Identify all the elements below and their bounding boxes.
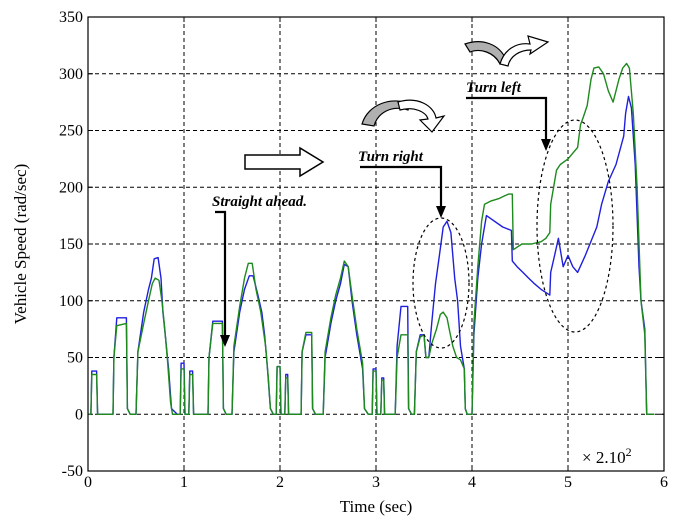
x-tick-label: 2 <box>276 474 284 491</box>
y-tick-label: 150 <box>59 236 83 253</box>
straight-arrow-icon <box>244 146 325 178</box>
x-tick-label: 0 <box>84 474 92 491</box>
x-tick-label: 5 <box>564 474 572 491</box>
annotation-layer: Straight ahead. Turn right Turn left × 2… <box>212 35 632 467</box>
y-tick-label: 50 <box>67 350 83 367</box>
straight-pointer <box>215 210 227 342</box>
x-tick-label: 3 <box>372 474 380 491</box>
x-tick-label: 1 <box>180 474 188 491</box>
y-tick-label: 200 <box>59 179 83 196</box>
y-tick-label: -50 <box>62 463 83 480</box>
x-tick-label: 4 <box>468 474 476 491</box>
x-multiplier-label: × 2.102 <box>582 445 632 467</box>
turn-left-arrow-outline-icon <box>499 35 550 67</box>
turn-right-arrow-outline-icon <box>397 99 446 133</box>
annotation-straight-ahead: Straight ahead. <box>212 194 307 210</box>
turn-left-pointer-head <box>541 139 551 151</box>
x-multiplier-exponent: 2 <box>626 445 632 459</box>
y-axis-label: Vehicle Speed (rad/sec) <box>11 164 30 324</box>
annotation-turn-left: Turn left <box>466 80 522 96</box>
turn-right-pointer-head <box>436 206 446 218</box>
y-tick-label: 250 <box>59 123 83 140</box>
series-layer <box>88 62 655 415</box>
turn-right-pointer <box>360 165 443 212</box>
y-tick-label: 300 <box>59 66 83 83</box>
y-tick-label: 350 <box>59 9 83 26</box>
annotation-turn-right: Turn right <box>358 149 424 165</box>
x-axis-label: Time (sec) <box>340 497 413 516</box>
turn-left-pointer <box>466 96 548 145</box>
y-tick-label: 0 <box>75 406 83 423</box>
plot-frame <box>87 16 665 472</box>
x-multiplier-base: × 2.10 <box>582 448 626 467</box>
x-tick-label: 6 <box>660 474 668 491</box>
series-line-2 <box>88 62 655 415</box>
straight-pointer-head <box>220 335 230 347</box>
turn-right-ellipse <box>412 217 470 349</box>
turn-left-ellipse <box>536 119 614 333</box>
y-tick-label: 100 <box>59 293 83 310</box>
